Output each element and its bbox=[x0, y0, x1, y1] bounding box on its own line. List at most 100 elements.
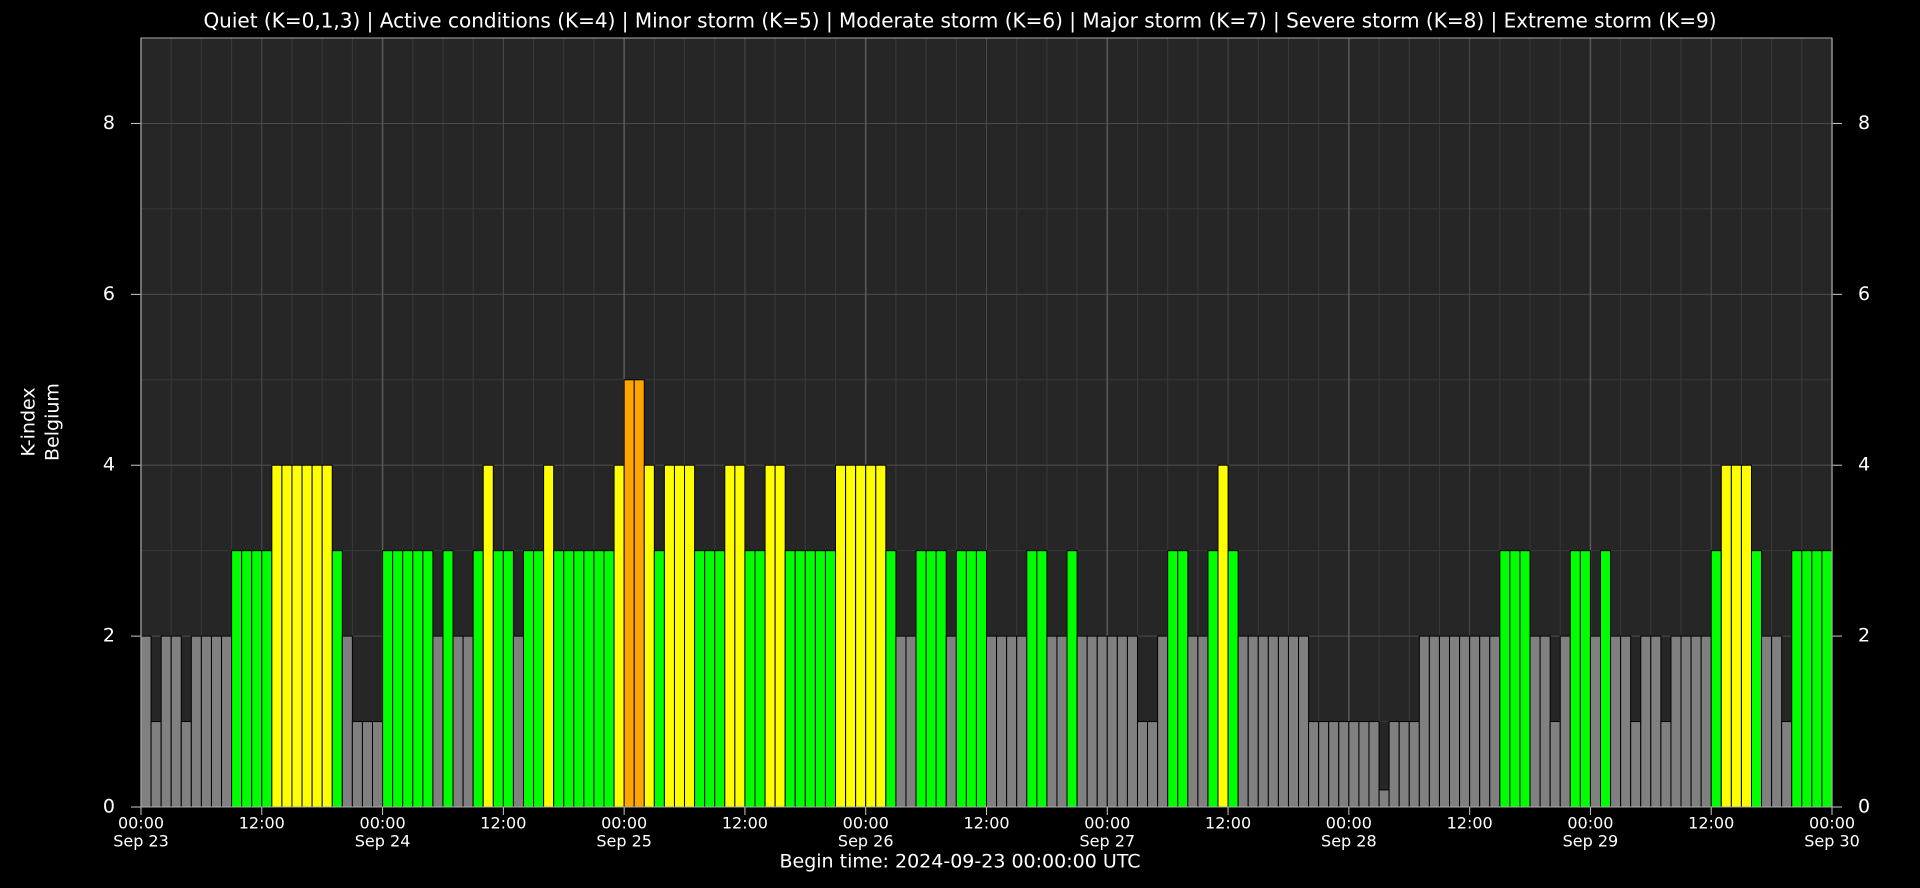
chart-title: Quiet (K=0,1,3) | Active conditions (K=4… bbox=[203, 9, 1716, 33]
bar bbox=[1257, 635, 1269, 808]
x-tick-label: 12:00 bbox=[1688, 814, 1734, 833]
bar bbox=[1227, 550, 1239, 808]
bar bbox=[1277, 635, 1289, 808]
bar bbox=[221, 635, 233, 808]
bar bbox=[1730, 464, 1742, 808]
bar bbox=[1378, 789, 1390, 808]
x-tick-label: 00:00 bbox=[1567, 814, 1613, 833]
bar bbox=[1026, 550, 1038, 808]
bar bbox=[865, 464, 877, 808]
bar bbox=[301, 464, 313, 808]
bar bbox=[170, 635, 182, 808]
bar bbox=[663, 464, 675, 808]
bar bbox=[160, 635, 172, 808]
bar bbox=[422, 550, 434, 808]
bar bbox=[190, 635, 202, 808]
x-tick-label: 12:00 bbox=[722, 814, 768, 833]
bar bbox=[452, 635, 464, 808]
bar bbox=[1006, 635, 1018, 808]
bar bbox=[1147, 721, 1159, 808]
bar bbox=[1157, 635, 1169, 808]
bar bbox=[1700, 635, 1712, 808]
bar bbox=[241, 550, 253, 808]
bar bbox=[1438, 635, 1451, 808]
bar bbox=[1287, 635, 1300, 808]
bar bbox=[1459, 635, 1471, 808]
y-tick-label: 0 bbox=[1858, 796, 1870, 818]
bar bbox=[1388, 721, 1400, 808]
bar bbox=[1368, 721, 1380, 808]
bar bbox=[1106, 635, 1118, 808]
bar bbox=[1328, 721, 1340, 808]
bar bbox=[1479, 635, 1491, 808]
bar bbox=[603, 550, 615, 808]
bar bbox=[231, 550, 243, 808]
bar bbox=[1207, 550, 1219, 808]
x-tick-label: 12:00 bbox=[239, 814, 285, 833]
bar bbox=[845, 464, 857, 808]
bar bbox=[794, 550, 806, 808]
bar bbox=[1620, 635, 1632, 808]
x-tick-label: 00:00 bbox=[843, 814, 889, 833]
bar bbox=[1509, 550, 1521, 808]
bar bbox=[553, 550, 565, 808]
bar bbox=[643, 464, 655, 808]
bar bbox=[1771, 635, 1783, 808]
bar bbox=[1308, 721, 1320, 808]
bar bbox=[835, 464, 847, 808]
x-tick-label: 00:00 bbox=[1809, 814, 1855, 833]
y-tick-label: 2 bbox=[103, 625, 115, 647]
bar bbox=[442, 550, 454, 808]
bar bbox=[1549, 721, 1561, 808]
bar bbox=[633, 379, 645, 808]
bar bbox=[372, 721, 384, 808]
plot-frame bbox=[140, 37, 1833, 808]
bar bbox=[673, 464, 686, 808]
bar bbox=[1630, 721, 1642, 808]
bar bbox=[1096, 635, 1108, 808]
bar bbox=[1116, 635, 1128, 808]
bar bbox=[1338, 721, 1350, 808]
bar bbox=[1539, 635, 1551, 808]
bar bbox=[462, 635, 474, 808]
bar bbox=[402, 550, 414, 808]
bar bbox=[482, 464, 494, 808]
y-axis-label: Belgium bbox=[42, 383, 64, 461]
bar bbox=[1066, 550, 1078, 808]
bar bbox=[1559, 635, 1571, 808]
bar bbox=[1348, 721, 1360, 808]
bar bbox=[1358, 721, 1370, 808]
bar bbox=[1579, 550, 1591, 808]
y-tick-label: 8 bbox=[103, 112, 115, 134]
bar bbox=[432, 635, 444, 808]
x-tick-label: 00:00 bbox=[1084, 814, 1130, 833]
bar bbox=[824, 550, 837, 808]
bar bbox=[1418, 635, 1430, 808]
bar bbox=[472, 550, 484, 808]
bar bbox=[965, 550, 977, 808]
bar bbox=[1499, 550, 1511, 808]
bar bbox=[653, 550, 665, 808]
bar bbox=[1408, 721, 1420, 808]
x-tick-date: Sep 25 bbox=[596, 832, 652, 851]
bar bbox=[1126, 635, 1138, 808]
bar bbox=[764, 464, 776, 808]
bar bbox=[1589, 635, 1601, 808]
bar bbox=[1821, 550, 1833, 808]
bar bbox=[341, 635, 353, 808]
x-tick-label: 12:00 bbox=[963, 814, 1009, 833]
bar bbox=[714, 550, 726, 808]
bar bbox=[351, 721, 363, 808]
bar bbox=[1569, 550, 1581, 808]
y-axis-label: K-index bbox=[18, 387, 40, 456]
bar bbox=[623, 379, 635, 808]
bar bbox=[261, 550, 273, 808]
bar bbox=[1197, 635, 1209, 808]
bar bbox=[915, 550, 927, 808]
bar bbox=[533, 550, 545, 808]
bar bbox=[522, 550, 535, 808]
bar bbox=[734, 464, 746, 808]
bar bbox=[1740, 464, 1752, 808]
